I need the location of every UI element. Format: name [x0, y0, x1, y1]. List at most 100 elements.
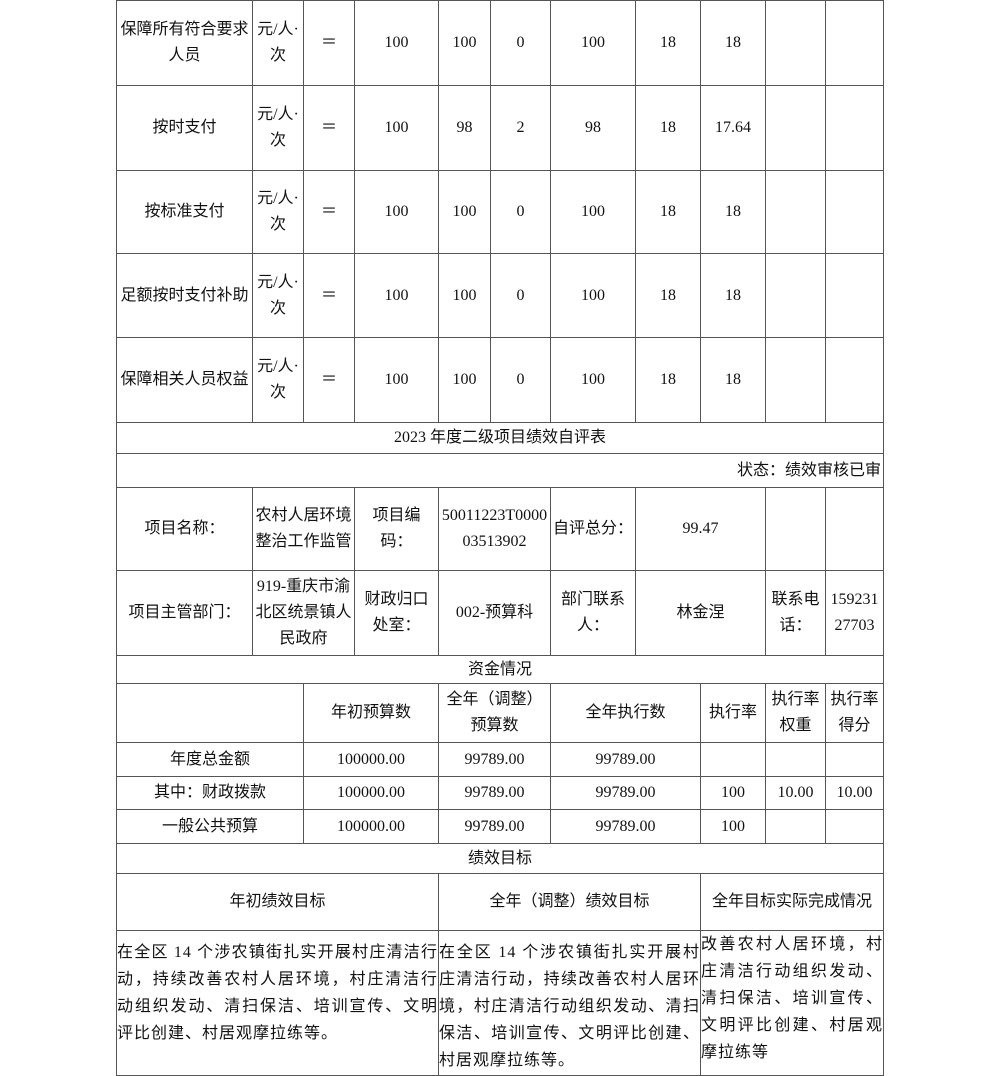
indicator-unit: 元/人·次: [252, 170, 304, 254]
funding-cell: 10.00: [765, 776, 826, 810]
indicator-c4: 100: [550, 253, 636, 338]
indicator-c3: 2: [490, 85, 551, 171]
goals-header: 全年（调整）绩效目标: [438, 873, 701, 931]
indicator-c7: [765, 253, 826, 338]
indicator-c5: 18: [635, 0, 701, 86]
score-label: 自评总分：: [550, 487, 636, 571]
indicator-unit: 元/人·次: [252, 253, 304, 338]
indicator-op: ＝: [303, 337, 355, 423]
indicator-c6: 18: [700, 253, 766, 338]
indicator-row: 足额按时支付补助 元/人·次＝ 100 100 0 100 18 18: [116, 253, 884, 338]
funding-cell: 100: [700, 809, 766, 844]
funding-header: 执行率权重: [765, 683, 826, 743]
indicator-c2: 100: [438, 170, 491, 254]
dept-label: 项目主管部门：: [116, 570, 253, 656]
funding-cell: [765, 742, 826, 777]
phone-value: 15923127703: [825, 570, 884, 656]
indicator-c3: 0: [490, 0, 551, 86]
funding-section-title: 资金情况: [116, 655, 884, 684]
indicator-c5: 18: [635, 170, 701, 254]
form-title: 2023 年度二级项目绩效自评表: [116, 422, 884, 454]
indicator-c6: 18: [700, 337, 766, 423]
funding-cell: 99789.00: [550, 809, 701, 844]
funding-row: 年度总金额 100000.00 99789.00 99789.00: [116, 742, 884, 777]
indicator-c8: [825, 337, 884, 423]
indicator-unit: 元/人·次: [252, 0, 304, 86]
funding-cell: 100000.00: [303, 742, 439, 777]
indicator-c2: 98: [438, 85, 491, 171]
indicator-c5: 18: [635, 85, 701, 171]
indicator-unit: 元/人·次: [252, 85, 304, 171]
status-text: 状态：绩效审核已审: [116, 453, 884, 488]
indicator-c3: 0: [490, 170, 551, 254]
indicator-unit: 元/人·次: [252, 337, 304, 423]
contact-label: 部门联系人：: [550, 570, 636, 656]
funding-cell: 99789.00: [550, 742, 701, 777]
phone-label: 联系电话：: [765, 570, 826, 656]
funding-cell: [700, 742, 766, 777]
indicator-c7: [765, 170, 826, 254]
indicator-c7: [765, 85, 826, 171]
project-name: 农村人居环境整治工作监管: [252, 487, 355, 571]
indicator-row: 保障相关人员权益 元/人·次＝ 100 100 0 100 18 18: [116, 337, 884, 423]
indicator-name: 保障相关人员权益: [116, 337, 253, 423]
indicator-row: 按标准支付 元/人·次＝ 100 100 0 100 18 18: [116, 170, 884, 254]
indicator-c1: 100: [354, 170, 439, 254]
contact-value: 林金涅: [635, 570, 766, 656]
funding-cell: 100: [700, 776, 766, 810]
funding-cell: 99789.00: [550, 776, 701, 810]
funding-cell: 10.00: [825, 776, 884, 810]
goals-header: 全年目标实际完成情况: [700, 873, 884, 931]
indicator-c5: 18: [635, 337, 701, 423]
indicator-c7: [765, 0, 826, 86]
score-value: 99.47: [635, 487, 766, 571]
office-label: 财政归口处室：: [354, 570, 439, 656]
funding-cell: 100000.00: [303, 809, 439, 844]
funding-cell: 99789.00: [438, 742, 551, 777]
goals-header: 年初绩效目标: [116, 873, 439, 931]
initial-goal-text: 在全区 14 个涉农镇街扎实开展村庄清洁行动，持续改善农村人居环境，村庄清洁行动…: [117, 944, 438, 1042]
office-value: 002-预算科: [438, 570, 551, 656]
indicator-c2: 100: [438, 0, 491, 86]
funding-header: 执行率: [700, 683, 766, 743]
empty-cell: [765, 487, 826, 571]
indicator-c5: 18: [635, 253, 701, 338]
indicator-row: 保障所有符合要求人员 元/人·次＝ 100 100 0 100 18 18: [116, 0, 884, 86]
indicator-c6: 17.64: [700, 85, 766, 171]
funding-header: 年初预算数: [303, 683, 439, 743]
funding-cell: 一般公共预算: [116, 809, 304, 844]
goals-section-title: 绩效目标: [116, 843, 884, 874]
indicator-c8: [825, 253, 884, 338]
indicator-op: ＝: [303, 170, 355, 254]
actual-completion: 改善农村人居环境，村庄清洁行动组织发动、清扫保洁、培训宣传、文明评比创建、村居观…: [700, 930, 884, 1076]
indicator-c4: 98: [550, 85, 636, 171]
project-name-label: 项目名称：: [116, 487, 253, 571]
funding-header: [116, 683, 304, 743]
indicator-c4: 100: [550, 170, 636, 254]
funding-cell: 年度总金额: [116, 742, 304, 777]
funding-header: 全年（调整）预算数: [438, 683, 551, 743]
funding-cell: 其中：财政拨款: [116, 776, 304, 810]
indicator-name: 足额按时支付补助: [116, 253, 253, 338]
funding-cell: 99789.00: [438, 809, 551, 844]
indicator-op: ＝: [303, 253, 355, 338]
funding-cell: [825, 809, 884, 844]
indicator-name: 保障所有符合要求人员: [116, 0, 253, 86]
indicator-c6: 18: [700, 170, 766, 254]
indicator-row: 按时支付 元/人·次＝ 100 98 2 98 18 17.64: [116, 85, 884, 171]
indicator-c4: 100: [550, 0, 636, 86]
funding-cell: [765, 809, 826, 844]
indicator-c3: 0: [490, 337, 551, 423]
actual-completion-text: 改善农村人居环境，村庄清洁行动组织发动、清扫保洁、培训宣传、文明评比创建、村居观…: [701, 936, 883, 1061]
indicator-c8: [825, 0, 884, 86]
indicator-c7: [765, 337, 826, 423]
dept-value: 919-重庆市渝北区统景镇人民政府: [252, 570, 355, 656]
project-code-label: 项目编码：: [354, 487, 439, 571]
indicator-c2: 100: [438, 253, 491, 338]
indicator-c1: 100: [354, 0, 439, 86]
indicator-op: ＝: [303, 85, 355, 171]
indicator-c4: 100: [550, 337, 636, 423]
indicator-c3: 0: [490, 253, 551, 338]
indicator-op: ＝: [303, 0, 355, 86]
indicator-c8: [825, 85, 884, 171]
